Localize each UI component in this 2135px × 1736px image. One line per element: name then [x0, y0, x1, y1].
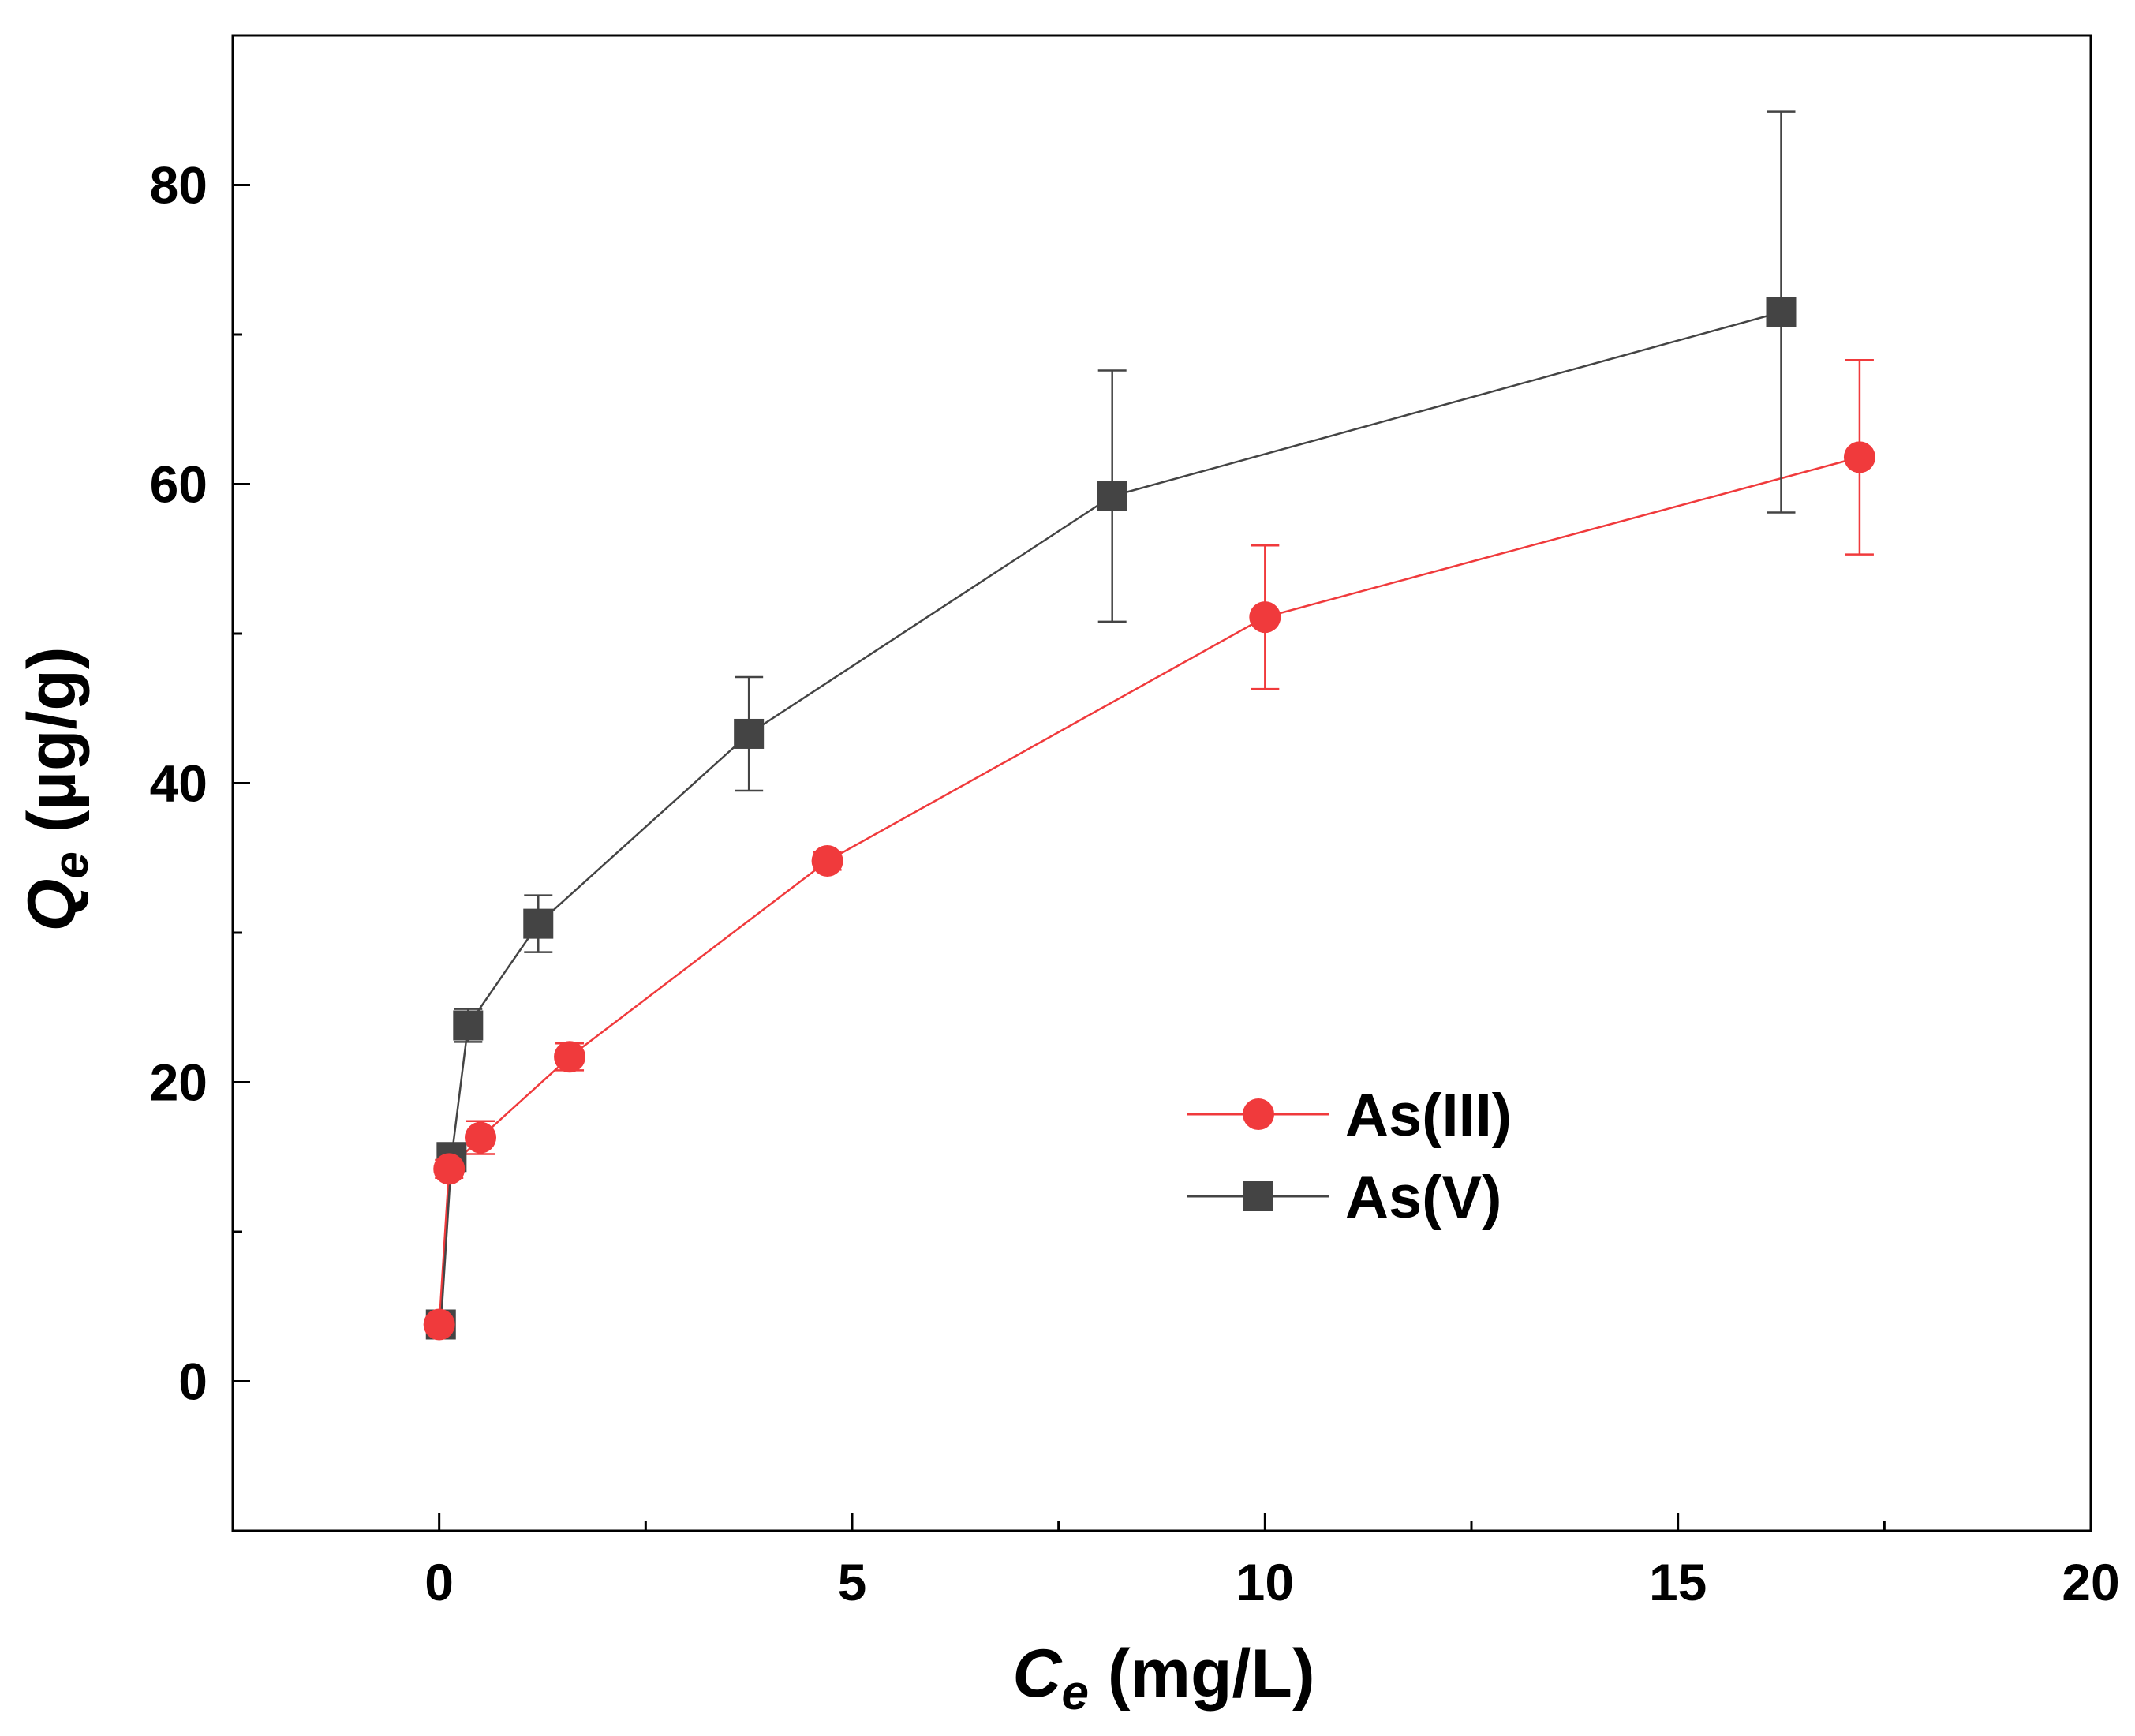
y-tick-label: 0 [178, 1353, 208, 1411]
legend: As(III) As(V) [1187, 1082, 1512, 1231]
legend-marker-as-iii [1243, 1098, 1274, 1130]
y-tick-label: 80 [150, 156, 208, 215]
y-tick-label: 20 [150, 1053, 208, 1112]
x-axis-title: Ce (mg/L) [1012, 1636, 1314, 1720]
data-point-as-iii [811, 845, 843, 877]
data-point-as-v [453, 1010, 484, 1041]
legend-label-as-iii: As(III) [1345, 1082, 1512, 1149]
data-point-as-iii [433, 1153, 466, 1185]
data-point-as-v [1097, 481, 1127, 511]
legend-entry-as-iii: As(III) [1187, 1082, 1512, 1149]
y-axis-title-subscript: e [44, 851, 99, 878]
y-tick-label: 40 [150, 754, 208, 813]
data-point-as-v [523, 908, 554, 939]
data-point-as-iii [554, 1041, 586, 1073]
x-axis-title-unit: (mg/L) [1089, 1636, 1315, 1712]
legend-label-as-v: As(V) [1345, 1164, 1501, 1231]
y-tick-label: 60 [150, 455, 208, 514]
y-axis-title-unit: (µg/g) [14, 646, 90, 851]
y-axis-title: Qe (µg/g) [14, 646, 99, 931]
x-axis-title-subscript: e [1062, 1666, 1089, 1720]
data-point-as-iii [423, 1308, 455, 1341]
legend-entry-as-v: As(V) [1187, 1164, 1501, 1231]
x-tick-label: 20 [2062, 1553, 2119, 1611]
x-axis-title-symbol: C [1012, 1636, 1063, 1712]
axis-ticks: 0 5 10 15 20 0 20 40 60 80 [150, 156, 2120, 1612]
y-axis-title-symbol: Q [14, 879, 90, 932]
x-tick-label: 10 [1236, 1553, 1294, 1611]
x-tick-label: 0 [424, 1553, 454, 1611]
data-markers [423, 297, 1875, 1341]
data-point-as-v [734, 718, 765, 749]
data-point-as-v [1766, 297, 1797, 327]
data-point-as-iii [1843, 441, 1875, 473]
data-point-as-iii [1249, 601, 1281, 634]
data-point-as-iii [465, 1121, 496, 1154]
x-tick-label: 5 [838, 1553, 867, 1611]
legend-marker-as-v [1243, 1181, 1273, 1211]
x-tick-label: 15 [1649, 1553, 1707, 1611]
